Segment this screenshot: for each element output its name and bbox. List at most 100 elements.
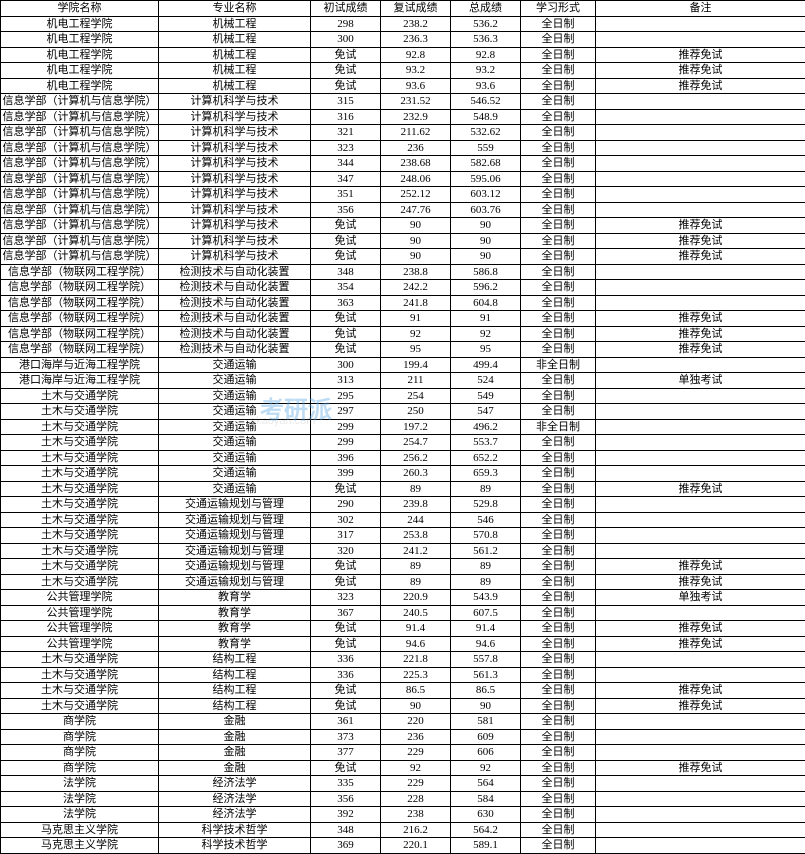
cell: 630 bbox=[451, 807, 521, 823]
cell: 236 bbox=[381, 729, 451, 745]
cell: 免试 bbox=[311, 481, 381, 497]
cell: 全日制 bbox=[521, 435, 596, 451]
table-row: 土木与交通学院交通运输396256.2652.2全日制 bbox=[1, 450, 805, 466]
cell: 全日制 bbox=[521, 78, 596, 94]
header-retest-score: 复试成绩 bbox=[381, 1, 451, 17]
table-row: 土木与交通学院交通运输399260.3659.3全日制 bbox=[1, 466, 805, 482]
cell: 推荐免试 bbox=[596, 621, 805, 637]
cell: 659.3 bbox=[451, 466, 521, 482]
cell: 信息学部（计算机与信息学院） bbox=[1, 202, 159, 218]
cell: 机电工程学院 bbox=[1, 16, 159, 32]
cell bbox=[596, 822, 805, 838]
cell bbox=[596, 714, 805, 730]
cell: 推荐免试 bbox=[596, 481, 805, 497]
table-row: 信息学部（计算机与信息学院）计算机科学与技术344238.68582.68全日制 bbox=[1, 156, 805, 172]
cell: 89 bbox=[451, 574, 521, 590]
cell: 220 bbox=[381, 714, 451, 730]
cell: 免试 bbox=[311, 574, 381, 590]
cell: 609 bbox=[451, 729, 521, 745]
cell bbox=[596, 667, 805, 683]
header-initial-score: 初试成绩 bbox=[311, 1, 381, 17]
cell: 结构工程 bbox=[159, 652, 311, 668]
cell: 356 bbox=[311, 791, 381, 807]
cell bbox=[596, 109, 805, 125]
cell: 253.8 bbox=[381, 528, 451, 544]
cell: 90 bbox=[381, 249, 451, 265]
header-row: 学院名称 专业名称 初试成绩 复试成绩 总成绩 学习形式 备注 bbox=[1, 1, 805, 17]
cell: 免试 bbox=[311, 683, 381, 699]
admission-table: 学院名称 专业名称 初试成绩 复试成绩 总成绩 学习形式 备注 机电工程学院机械… bbox=[0, 0, 805, 854]
cell: 土木与交通学院 bbox=[1, 435, 159, 451]
cell: 全日制 bbox=[521, 404, 596, 420]
cell: 金融 bbox=[159, 729, 311, 745]
cell: 549 bbox=[451, 388, 521, 404]
cell bbox=[596, 450, 805, 466]
cell: 232.9 bbox=[381, 109, 451, 125]
cell: 86.5 bbox=[381, 683, 451, 699]
cell: 推荐免试 bbox=[596, 342, 805, 358]
cell: 机械工程 bbox=[159, 78, 311, 94]
table-row: 土木与交通学院结构工程336221.8557.8全日制 bbox=[1, 652, 805, 668]
cell: 全日制 bbox=[521, 714, 596, 730]
cell: 全日制 bbox=[521, 63, 596, 79]
cell: 全日制 bbox=[521, 838, 596, 854]
cell: 564.2 bbox=[451, 822, 521, 838]
cell: 交通运输 bbox=[159, 357, 311, 373]
cell: 商学院 bbox=[1, 714, 159, 730]
cell: 95 bbox=[451, 342, 521, 358]
cell: 公共管理学院 bbox=[1, 590, 159, 606]
cell: 582.68 bbox=[451, 156, 521, 172]
cell: 信息学部（物联网工程学院） bbox=[1, 295, 159, 311]
cell: 推荐免试 bbox=[596, 249, 805, 265]
cell: 236.3 bbox=[381, 32, 451, 48]
cell: 全日制 bbox=[521, 326, 596, 342]
cell: 信息学部（计算机与信息学院） bbox=[1, 218, 159, 234]
cell: 交通运输规划与管理 bbox=[159, 512, 311, 528]
cell bbox=[596, 264, 805, 280]
cell: 396 bbox=[311, 450, 381, 466]
cell: 经济法学 bbox=[159, 776, 311, 792]
table-row: 马克思主义学院科学技术哲学369220.1589.1全日制 bbox=[1, 838, 805, 854]
header-total-score: 总成绩 bbox=[451, 1, 521, 17]
table-row: 公共管理学院教育学367240.5607.5全日制 bbox=[1, 605, 805, 621]
cell: 机电工程学院 bbox=[1, 78, 159, 94]
cell: 299 bbox=[311, 419, 381, 435]
cell: 90 bbox=[451, 249, 521, 265]
cell: 228 bbox=[381, 791, 451, 807]
table-row: 土木与交通学院交通运输295254549全日制 bbox=[1, 388, 805, 404]
cell: 315 bbox=[311, 94, 381, 110]
header-major: 专业名称 bbox=[159, 1, 311, 17]
cell: 344 bbox=[311, 156, 381, 172]
cell: 商学院 bbox=[1, 729, 159, 745]
cell: 399 bbox=[311, 466, 381, 482]
cell: 全日制 bbox=[521, 760, 596, 776]
table-row: 机电工程学院机械工程300236.3536.3全日制 bbox=[1, 32, 805, 48]
cell: 信息学部（计算机与信息学院） bbox=[1, 140, 159, 156]
cell: 348 bbox=[311, 264, 381, 280]
cell: 全日制 bbox=[521, 528, 596, 544]
cell: 361 bbox=[311, 714, 381, 730]
cell: 全日制 bbox=[521, 729, 596, 745]
cell: 免试 bbox=[311, 311, 381, 327]
cell: 221.8 bbox=[381, 652, 451, 668]
cell bbox=[596, 202, 805, 218]
cell: 土木与交通学院 bbox=[1, 419, 159, 435]
cell: 土木与交通学院 bbox=[1, 667, 159, 683]
cell: 交通运输 bbox=[159, 419, 311, 435]
cell: 交通运输 bbox=[159, 466, 311, 482]
cell bbox=[596, 497, 805, 513]
cell: 260.3 bbox=[381, 466, 451, 482]
cell: 254.7 bbox=[381, 435, 451, 451]
cell: 548.9 bbox=[451, 109, 521, 125]
cell: 交通运输 bbox=[159, 481, 311, 497]
cell: 373 bbox=[311, 729, 381, 745]
cell bbox=[596, 776, 805, 792]
cell: 369 bbox=[311, 838, 381, 854]
cell: 全日制 bbox=[521, 47, 596, 63]
table-row: 土木与交通学院交通运输规划与管理290239.8529.8全日制 bbox=[1, 497, 805, 513]
table-row: 信息学部（计算机与信息学院）计算机科学与技术321211.62532.62全日制 bbox=[1, 125, 805, 141]
cell: 全日制 bbox=[521, 807, 596, 823]
cell: 信息学部（计算机与信息学院） bbox=[1, 125, 159, 141]
cell: 570.8 bbox=[451, 528, 521, 544]
cell: 229 bbox=[381, 776, 451, 792]
